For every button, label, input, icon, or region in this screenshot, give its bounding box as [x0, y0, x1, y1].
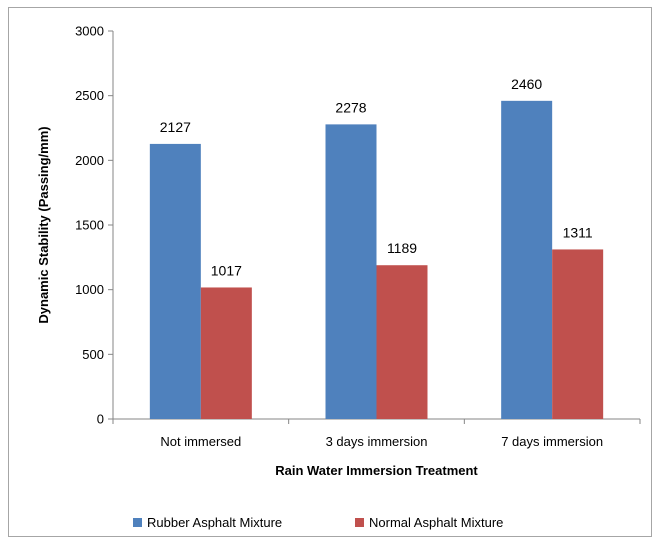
legend-swatch	[133, 518, 142, 527]
legend: Rubber Asphalt Mixture Normal Asphalt Mix…	[133, 515, 503, 530]
bars	[149, 100, 604, 420]
bar	[149, 143, 201, 419]
y-axis-title: Dynamic Stability (Passing/mm)	[36, 126, 51, 323]
y-tick-label: 0	[97, 412, 104, 427]
bar	[552, 249, 604, 419]
bar	[376, 265, 428, 419]
x-tick-label: Not immersed	[160, 434, 241, 449]
y-tick-label: 500	[82, 347, 104, 362]
data-label: 2127	[160, 119, 191, 135]
x-axis-title: Rain Water Immersion Treatment	[275, 463, 478, 478]
y-tick-label: 3000	[75, 24, 104, 39]
x-tick-label: 7 days immersion	[501, 434, 603, 449]
data-label: 1189	[387, 240, 417, 256]
x-tick-label: 3 days immersion	[326, 434, 428, 449]
legend-item: Normal Asphalt Mixture	[355, 515, 503, 530]
data-labels: 2127 1017 2278 1189 2460 1311	[160, 76, 593, 279]
data-label: 1311	[563, 224, 593, 240]
legend-label: Normal Asphalt Mixture	[369, 515, 503, 530]
y-tick-label: 2500	[75, 88, 104, 103]
legend-item: Rubber Asphalt Mixture	[133, 515, 282, 530]
bar	[200, 287, 252, 419]
bar	[325, 124, 377, 420]
data-label: 1017	[211, 262, 242, 278]
x-axis-ticks: Not immersed 3 days immersion 7 days immer…	[112, 419, 641, 449]
y-tick-label: 1500	[75, 218, 104, 233]
bar	[501, 100, 553, 419]
legend-label: Rubber Asphalt Mixture	[147, 515, 282, 530]
y-tick-label: 2000	[75, 153, 104, 168]
data-label: 2460	[511, 76, 542, 92]
legend-swatch	[355, 518, 364, 527]
y-axis-ticks: 0 500 1000 1500 2000 2500 3000	[75, 24, 113, 427]
data-label: 2278	[335, 99, 366, 115]
y-tick-label: 1000	[75, 282, 104, 297]
